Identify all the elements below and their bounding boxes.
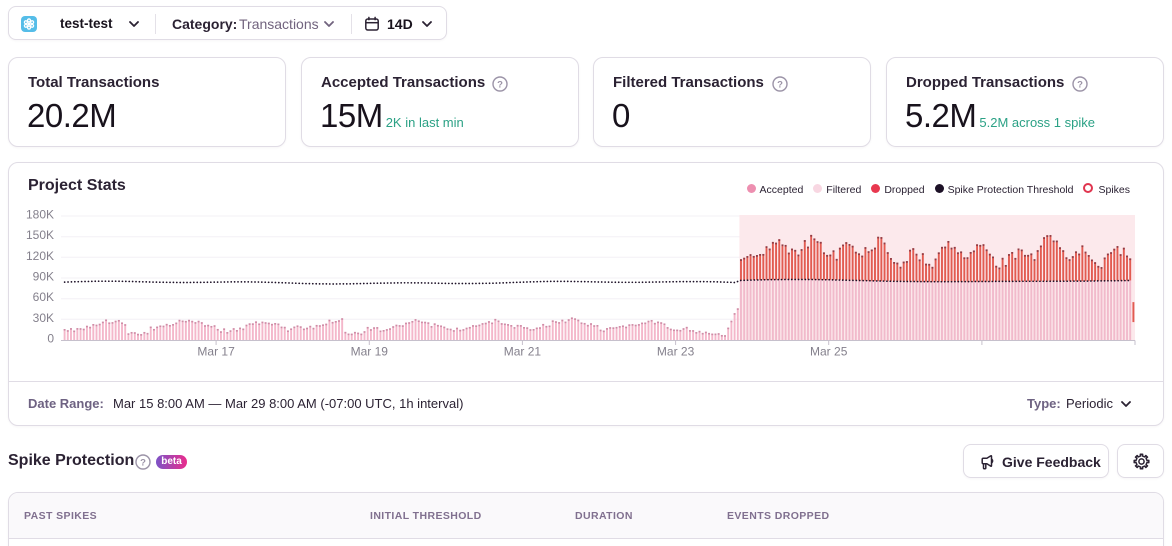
- svg-text:Mar 25: Mar 25: [810, 345, 848, 359]
- svg-text:60K: 60K: [33, 290, 54, 304]
- svg-text:30K: 30K: [33, 311, 54, 325]
- svg-text:Mar 23: Mar 23: [657, 345, 695, 359]
- svg-text:Mar 19: Mar 19: [351, 345, 389, 359]
- svg-text:0: 0: [47, 332, 54, 346]
- svg-text:180K: 180K: [26, 208, 54, 222]
- svg-text:?: ?: [140, 457, 146, 468]
- svg-text:Mar 21: Mar 21: [504, 345, 542, 359]
- svg-text:150K: 150K: [26, 228, 54, 242]
- svg-text:?: ?: [1077, 79, 1083, 90]
- svg-text:?: ?: [497, 79, 503, 90]
- svg-text:?: ?: [777, 79, 783, 90]
- svg-text:90K: 90K: [33, 270, 54, 284]
- svg-text:Mar 17: Mar 17: [197, 345, 235, 359]
- svg-text:120K: 120K: [26, 249, 54, 263]
